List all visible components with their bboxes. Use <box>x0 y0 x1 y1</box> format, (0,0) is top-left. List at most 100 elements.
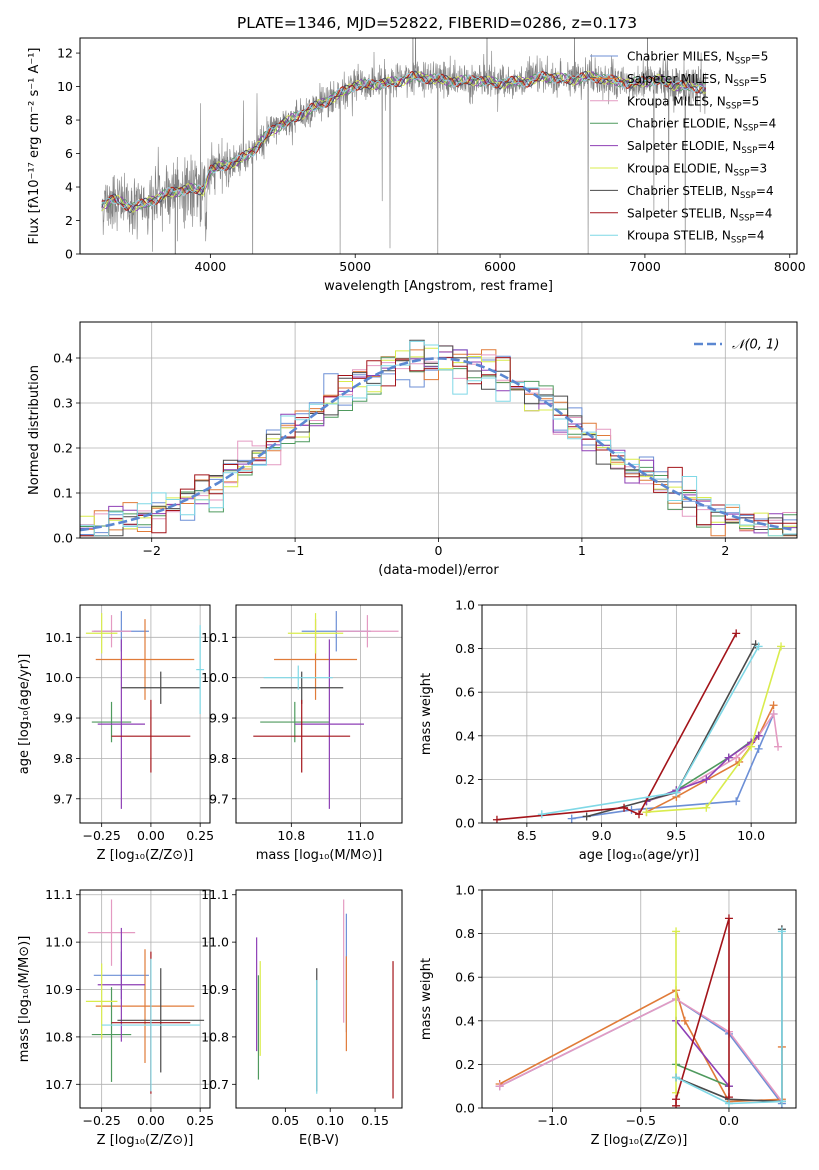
y-tick-label: 11.0 <box>201 935 229 950</box>
y-tick-label: 11.0 <box>45 935 73 950</box>
weight-vs-Z-panel: −1.0 −0.5 0.0 0.0 0.2 0.4 0.6 0.8 1.0 Z [log₁₀(Z/… <box>419 883 797 1148</box>
y-tick-label: 0.4 <box>53 351 73 366</box>
y-tick-label: 0.0 <box>455 1101 475 1116</box>
data-point-marker <box>777 1097 786 1106</box>
errorbar-kroupa-miles <box>336 615 399 648</box>
weight-series-kroupa-elodie <box>642 642 786 817</box>
weight-series-kroupa-stelib <box>672 927 786 1108</box>
legend-entry: Kroupa MILES, NSSP=5 <box>627 94 759 111</box>
y-tick-label: 9.8 <box>53 751 73 766</box>
y-tick-label: 0.6 <box>455 970 475 985</box>
errorbar-kroupa-elodie <box>287 613 344 654</box>
y-tick-label: 0.6 <box>455 685 475 700</box>
y-tick-label: 0.2 <box>455 1057 475 1072</box>
weight-vs-age-plot-area <box>482 605 796 823</box>
data-point-marker <box>702 775 711 784</box>
data-point-marker <box>635 810 643 819</box>
data-point-marker <box>769 701 778 710</box>
data-point-marker <box>732 629 741 638</box>
errorbar-kroupa-stelib <box>196 625 205 714</box>
errorbar-chabrier-elodie <box>91 701 132 743</box>
legend-entry: Kroupa STELIB, NSSP=4 <box>627 229 765 246</box>
data-point-marker <box>754 731 763 740</box>
y-tick-label: 9.9 <box>209 711 229 726</box>
y-tick-label: 10 <box>57 79 73 94</box>
y-axis-label: Normed distribution <box>27 365 42 495</box>
age-vs-mass-panel: 10.8 11.0 9.7 9.8 9.9 10.0 10.1 mass [log₁₀(M/M… <box>201 604 403 863</box>
data-point-marker <box>567 814 576 823</box>
x-tick-label: 10.8 <box>277 828 305 843</box>
legend-entry: Salpeter ELODIE, NSSP=4 <box>627 139 775 156</box>
x-tick-label: −0.25 <box>83 828 121 843</box>
errorbar-kroupa-stelib <box>263 665 333 690</box>
x-tick-label: 9.0 <box>592 828 612 843</box>
data-point-marker <box>495 1082 504 1091</box>
mass-vs-ebv-panel: 0.05 0.10 0.15 10.7 10.8 10.9 11.0 11.1 E(B-V) <box>201 887 403 1148</box>
x-tick-label: 0.25 <box>186 1113 214 1128</box>
x-tick-label: 10.0 <box>737 828 765 843</box>
y-tick-label: 9.9 <box>53 711 73 726</box>
y-tick-label: 10.0 <box>201 670 229 685</box>
x-tick-label: −1 <box>286 543 304 558</box>
model-spectrum-chabrier-elodie <box>101 72 706 210</box>
weight-series-kroupa-stelib <box>537 642 763 819</box>
data-point-marker <box>642 808 651 817</box>
data-point-marker <box>724 753 733 762</box>
x-tick-label: 0.0 <box>719 1113 739 1128</box>
y-tick-label: 0.3 <box>53 396 73 411</box>
y-tick-label: 0.8 <box>455 926 475 941</box>
y-tick-label: 0.0 <box>53 531 73 546</box>
x-axis-label: (data-model)/error <box>378 563 499 578</box>
y-axis-label: mass weight <box>419 958 434 1040</box>
y-tick-label: 1.0 <box>455 598 475 613</box>
data-point-marker <box>732 753 741 762</box>
x-axis-label: E(B-V) <box>299 1133 339 1148</box>
y-tick-label: 0.2 <box>53 441 73 456</box>
data-point-marker <box>537 810 546 819</box>
x-axis-label: Z [log₁₀(Z/Z⊙)] <box>97 1133 194 1148</box>
legend-entry: Salpeter MILES, NSSP=5 <box>627 72 767 89</box>
weight-series-salpeter-miles <box>642 701 778 817</box>
x-tick-label: 0.00 <box>137 828 165 843</box>
errorbar-chabrier-stelib <box>260 671 344 704</box>
y-axis-label: mass weight <box>419 673 434 755</box>
weight-series-salpeter-stelib <box>492 629 741 823</box>
y-tick-label: 11.1 <box>45 887 73 902</box>
x-axis-label: Z [log₁₀(Z/Z⊙)] <box>591 1133 688 1148</box>
y-axis-label: age [log₁₀(age/yr)] <box>17 654 32 775</box>
legend-entry: Chabrier MILES, NSSP=5 <box>627 50 768 67</box>
data-point-marker <box>672 927 681 936</box>
legend-entry: 𝒩(0, 1) <box>732 338 779 353</box>
model-spectrum-chabrier-stelib <box>101 70 706 213</box>
legend-entry: Salpeter STELIB, NSSP=4 <box>627 206 772 223</box>
y-tick-label: 9.7 <box>53 791 73 806</box>
y-tick-label: 0.4 <box>455 1013 475 1028</box>
x-tick-label: 6000 <box>484 259 516 274</box>
figure-title: PLATE=1346, MJD=52822, FIBERID=0286, z=0… <box>237 14 637 32</box>
x-tick-label: 7000 <box>629 259 661 274</box>
data-point-marker <box>582 812 591 821</box>
errorbar-kroupa-elodie <box>85 613 118 654</box>
errorbar-salpeter-stelib <box>253 699 351 773</box>
x-tick-label: 0.25 <box>186 828 214 843</box>
age-vs-mass-plot-area <box>236 605 402 823</box>
x-axis-label: age [log₁₀(age/yr)] <box>579 848 700 863</box>
errorbar-kroupa-miles <box>87 899 136 966</box>
weight-vs-age-panel: 8.5 9.0 9.5 10.0 0.0 0.2 0.4 0.6 0.8 1.0 age [log₁… <box>419 598 797 863</box>
model-spectrum-kroupa-stelib <box>101 71 706 209</box>
x-tick-label: 9.5 <box>666 828 686 843</box>
y-tick-label: 8 <box>65 113 73 128</box>
y-tick-label: 10.9 <box>45 982 73 997</box>
y-tick-label: 10.7 <box>201 1077 229 1092</box>
y-tick-label: 2 <box>65 213 73 228</box>
spectrum-frame <box>79 37 798 255</box>
x-tick-label: 11.0 <box>347 828 375 843</box>
y-tick-label: 10.9 <box>201 982 229 997</box>
y-tick-label: 10.8 <box>201 1029 229 1044</box>
y-tick-label: 11.1 <box>201 887 229 902</box>
data-point-marker <box>680 1016 689 1025</box>
y-tick-label: 0 <box>65 247 73 262</box>
x-tick-label: 0.00 <box>137 1113 165 1128</box>
errorbar-salpeter-miles <box>95 949 195 1063</box>
